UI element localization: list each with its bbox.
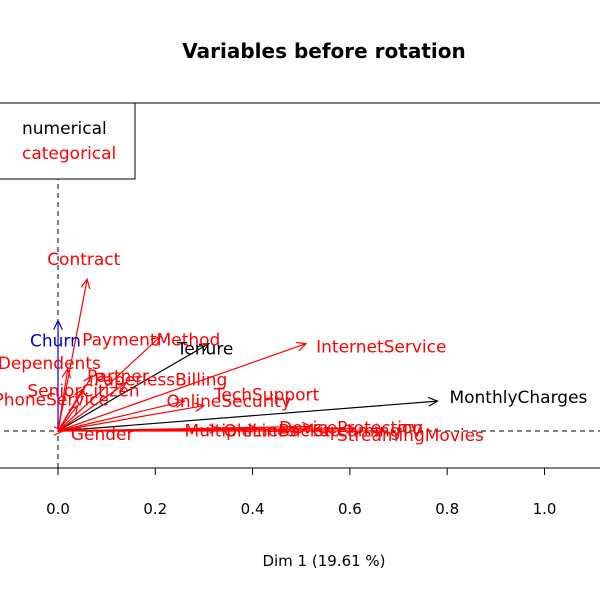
vector-contract — [57, 279, 88, 432]
arrowhead-monthly-charges — [427, 396, 439, 407]
x-tick-label: 0.6 — [338, 500, 362, 518]
label-multiple-lines: MultipleLines — [185, 422, 297, 442]
arrowhead-churn — [53, 319, 63, 330]
arrowhead-streaming-tv — [345, 423, 357, 434]
label-paperless-billing: PaperlessBilling — [94, 371, 227, 391]
vector-monthly-charges — [57, 400, 438, 432]
label-senior-citizen: SeniorCitizen — [27, 382, 139, 402]
label-streaming-tv: StreamingTV — [313, 422, 423, 442]
label-contract: Contract — [47, 250, 120, 270]
x-tick-label: 1.0 — [533, 500, 557, 518]
x-axis: 0.0 0.2 0.4 0.6 0.8 1.0 — [0, 467, 600, 518]
vector-senior-citizen — [57, 389, 83, 432]
arrowhead-paperless-billing — [116, 381, 128, 392]
label-streaming-movies: StreamingMovies — [337, 426, 484, 446]
vector-internet-service — [57, 343, 307, 432]
label-online-backup: OnlineBackup — [223, 422, 340, 442]
chart-title: Variables before rotation — [182, 39, 465, 63]
arrowhead-tech-support — [194, 402, 206, 413]
arrowhead-streaming-movies — [374, 426, 386, 436]
legend-label-categorical: categorical — [22, 144, 116, 164]
label-tenure: Tenure — [176, 340, 234, 360]
vector-online-security — [57, 400, 185, 432]
arrowhead-partner — [83, 374, 93, 386]
arrowhead-contract — [80, 277, 91, 290]
variable-vectors — [53, 277, 439, 436]
x-tick-label: 0.4 — [241, 500, 265, 518]
x-tick-label: 0.2 — [143, 500, 167, 518]
x-tick-label: 0.8 — [435, 500, 459, 518]
label-dependents: Dependents — [0, 354, 101, 374]
label-payment-method: PaymentMethod — [82, 331, 220, 351]
label-churn: Churn — [30, 332, 81, 352]
vector-dependents — [57, 368, 69, 432]
label-device-protection: DeviceProtection — [279, 418, 423, 438]
arrowhead-online-security — [174, 398, 186, 408]
label-phone-service: PhoneService — [0, 391, 109, 411]
arrowhead-phone-service — [68, 404, 79, 416]
legend: numerical categorical — [0, 102, 136, 180]
arrowhead-payment-method — [150, 335, 162, 347]
label-internet-service: InternetService — [316, 338, 446, 358]
vector-tenure — [57, 343, 210, 432]
arrowhead-senior-citizen — [73, 388, 84, 400]
label-online-security: OnlineSecurity — [166, 392, 291, 412]
label-monthly-charges: MonthlyCharges — [449, 388, 587, 408]
x-axis-label: Dim 1 (19.61 %) — [262, 552, 385, 570]
legend-box — [0, 102, 136, 180]
vector-phone-service — [57, 405, 78, 432]
label-partner: Partner — [87, 367, 149, 387]
legend-label-numerical: numerical — [22, 119, 107, 139]
arrowhead-tenure — [198, 342, 211, 353]
x-tick-label: 0.0 — [46, 500, 70, 518]
label-tech-support: TechSupport — [213, 386, 320, 406]
arrowhead-dependents — [61, 367, 72, 379]
vector-tech-support — [57, 405, 205, 432]
vector-paperless-billing — [57, 382, 127, 432]
arrowhead-online-backup — [248, 423, 259, 434]
label-gender: Gender — [71, 425, 134, 445]
arrowhead-internet-service — [296, 341, 308, 352]
